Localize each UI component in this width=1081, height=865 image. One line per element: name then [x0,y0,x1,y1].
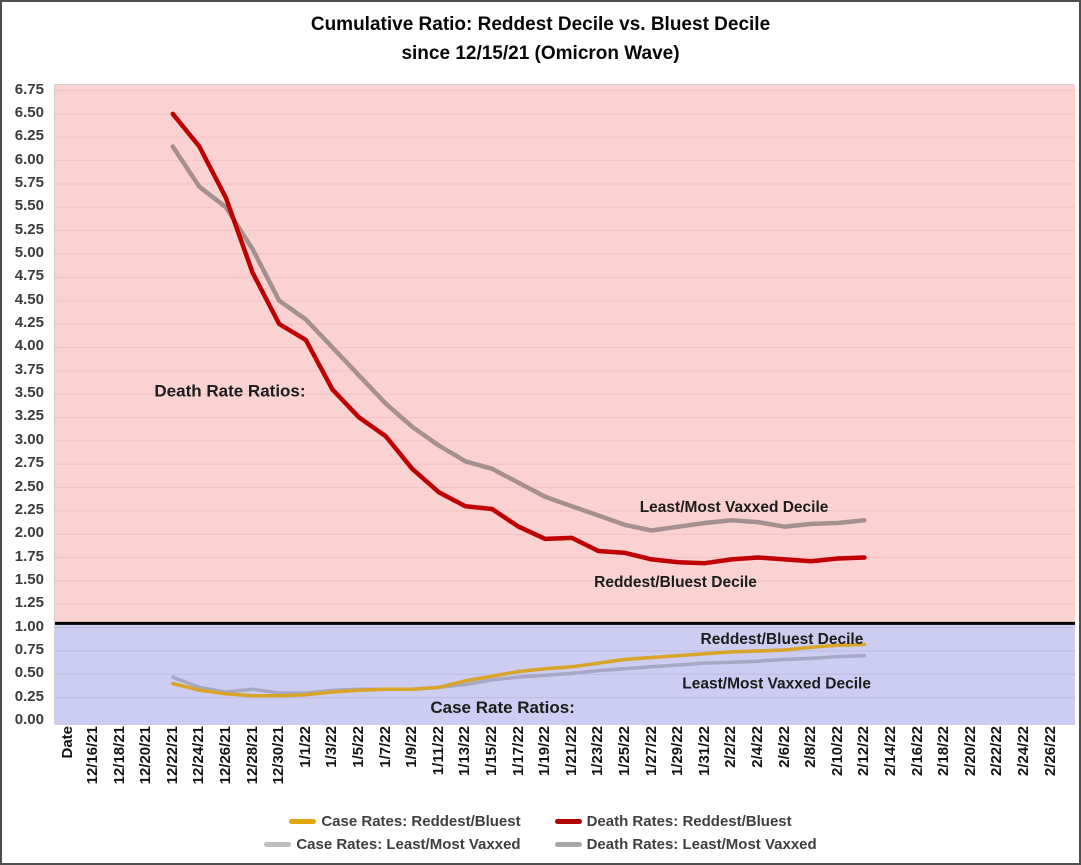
y-axis-label: 5.50 [14,197,44,215]
legend-label: Case Rates: Reddest/Bluest [321,813,521,830]
x-axis-label: 2/22/22 [988,726,1006,777]
x-axis-label: 1/5/22 [350,726,367,768]
series-line-death-rates-reddest-bluest [170,111,867,566]
y-axis-label: 0.25 [14,687,44,705]
x-axis-label: 1/15/22 [483,726,500,777]
y-axis-label: 2.75 [14,454,44,472]
y-axis-label: 0.00 [14,711,44,728]
y-axis-label: 0.50 [14,664,44,682]
y-axis-label: 2.00 [14,524,44,542]
x-axis-label: 12/28/21 [243,726,261,785]
x-axis-label: 1/17/22 [509,726,527,777]
x-axis-label: 12/30/21 [270,726,288,785]
x-axis-label: 2/6/22 [775,726,793,768]
annotation-reddest-bluest-decile: Reddest/Bluest Decile [701,631,864,648]
y-axis-label: 1.00 [14,617,44,635]
y-axis-label: 1.25 [14,594,44,612]
y-axis-label: 2.25 [14,500,44,518]
chart-title-line1: Cumulative Ratio: Reddest Decile vs. Blu… [310,14,771,35]
y-axis-label: 6.25 [14,127,44,145]
y-axis-label: 5.25 [14,220,44,238]
y-axis-label: 1.75 [14,547,44,565]
x-axis-title: Date [59,726,76,759]
legend-item-case-rates-least-most-vaxxed: Case Rates: Least/Most Vaxxed [264,836,521,853]
legend-label: Death Rates: Least/Most Vaxxed [586,836,817,853]
y-axis-label: 3.00 [14,430,44,448]
x-axis-label: 2/4/22 [749,726,766,768]
x-axis-label: 1/9/22 [403,726,421,768]
x-axis-label: 2/20/22 [961,726,979,777]
legend-swatch-icon [264,842,292,847]
x-axis-label: 2/2/22 [722,726,740,768]
y-axis-label: 4.25 [14,314,44,332]
x-axis-label: 12/24/21 [190,726,208,785]
x-axis-label: 1/25/22 [616,726,633,777]
y-axis-label: 1.50 [14,570,44,588]
x-axis-label: 12/16/21 [84,726,101,785]
region-above-1 [55,85,1075,624]
y-axis-label: 5.75 [14,173,44,191]
series-line-death-rates-least-most-vaxxed [170,144,867,533]
legend-swatch-icon [554,842,582,847]
legend-item-death-rates-least-most-vaxxed: Death Rates: Least/Most Vaxxed [554,836,817,853]
x-axis-label: 2/26/22 [1041,726,1059,777]
y-axis-label: 2.50 [14,477,44,495]
x-axis-label: 12/26/21 [217,726,234,785]
legend-swatch-icon [554,819,582,824]
x-axis-label: 1/1/22 [296,726,314,768]
x-axis-label: 12/22/21 [163,726,181,785]
annotation-reddest-bluest-decile: Reddest/Bluest Decile [594,574,757,591]
x-axis-label: 1/13/22 [456,726,474,777]
legend-swatch-icon [289,819,317,824]
y-axis-label: 3.25 [14,407,44,425]
x-axis-label: 1/21/22 [562,726,580,777]
x-axis-label: 1/19/22 [536,726,554,777]
series-line-case-rates-least-most-vaxxed [171,653,867,695]
x-axis-label: 2/24/22 [1015,726,1032,777]
x-axis-label: 1/23/22 [589,726,607,777]
x-axis-label: 2/8/22 [802,726,820,768]
legend-row: Case Rates: Least/Most Vaxxed Death Rates… [2,833,1079,856]
x-axis-label: 2/16/22 [908,726,926,777]
legend-label: Death Rates: Reddest/Bluest [586,813,792,830]
y-axis-label: 3.50 [14,384,44,402]
x-axis-label: 12/20/21 [137,726,155,785]
x-axis-label: 2/12/22 [855,726,873,777]
legend-item-case-rates-reddest-bluest: Case Rates: Reddest/Bluest [289,813,521,830]
annotation-case-rate-ratios: Case Rate Ratios: [430,698,575,717]
annotation-least-most-vaxxed-decile: Least/Most Vaxxed Decile [640,499,829,516]
legend-label: Case Rates: Least/Most Vaxxed [296,836,521,853]
x-axis-label: 1/3/22 [323,726,341,768]
legend-row: Case Rates: Reddest/Bluest Death Rates: R… [2,810,1079,833]
plot-area: Death Rate Ratios: Least/Most Vaxxed Deci… [54,84,1075,725]
chart-title-line2: since 12/15/21 (Omicron Wave) [401,43,680,64]
x-axis-label: 2/18/22 [935,726,953,777]
legend-item-death-rates-reddest-bluest: Death Rates: Reddest/Bluest [554,813,792,830]
chart-title: Cumulative Ratio: Reddest Decile vs. Blu… [2,10,1079,68]
y-axis-label: 3.75 [14,360,44,378]
annotation-least-most-vaxxed-decile: Least/Most Vaxxed Decile [682,676,871,693]
annotation-death-rate-ratios: Death Rate Ratios: [154,381,305,400]
x-axis-label: 12/18/21 [110,726,128,785]
y-axis-label: 4.50 [14,290,44,308]
x-axis-label: 1/29/22 [669,726,687,777]
x-axis-label: 1/7/22 [376,726,394,768]
y-axis-label: 5.00 [14,244,44,261]
y-axis-label: 6.75 [14,80,44,98]
chart-svg: Death Rate Ratios: Least/Most Vaxxed Deci… [55,85,1075,725]
y-axis-label: 6.00 [14,150,44,168]
x-axis-label: 1/27/22 [642,726,660,777]
y-axis-label: 0.75 [14,640,44,658]
y-axis: 6.75 6.50 6.25 6.00 5.75 5.50 5.25 5.00 4.75 4.50… [2,2,50,762]
x-axis-label: 2/14/22 [882,726,899,777]
y-axis-label: 4.00 [14,337,44,355]
x-axis-label: 2/10/22 [828,726,846,777]
x-axis-label: 1/31/22 [695,726,713,777]
x-axis-label: 1/11/22 [429,726,447,776]
series-line-case-rates-reddest-bluest [171,642,867,698]
y-axis-label: 4.75 [14,267,44,285]
y-axis-label: 6.50 [14,103,44,121]
legend: Case Rates: Reddest/Bluest Death Rates: R… [2,810,1079,856]
